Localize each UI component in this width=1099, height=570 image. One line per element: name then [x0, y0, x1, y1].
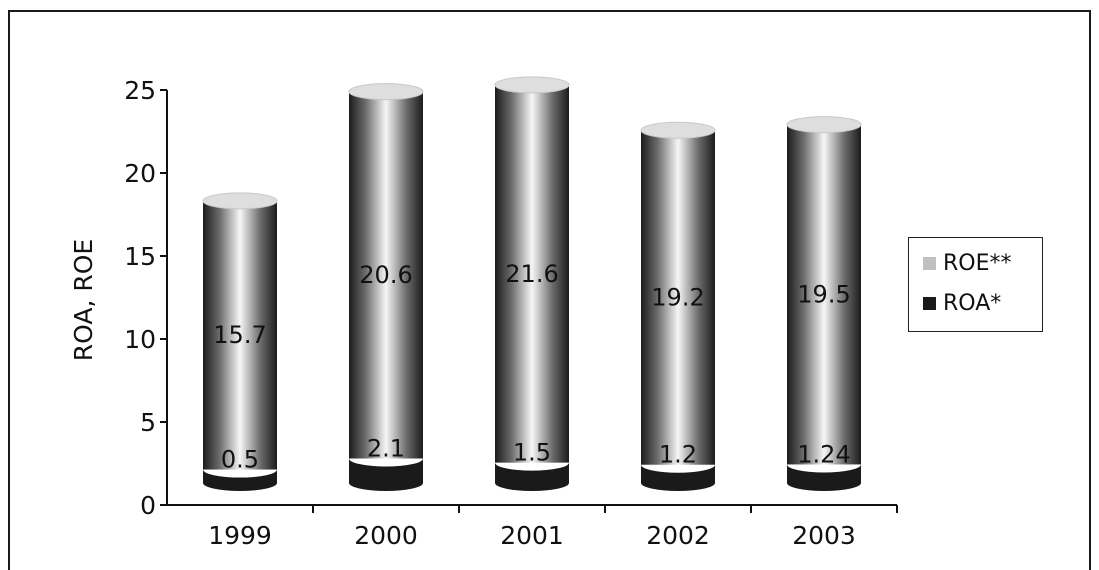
bar-group-2002: 19.2 1.2 2002	[640, 121, 716, 550]
roa-value-label: 2.1	[367, 435, 405, 463]
legend-swatch-roe	[923, 257, 936, 270]
roe-value-label: 19.2	[651, 284, 704, 312]
bar-cap	[640, 121, 716, 139]
bar-group-2003: 19.5 1.24 2003	[786, 116, 862, 550]
bar-roe	[349, 91, 423, 459]
roe-value-label: 21.6	[505, 260, 558, 288]
bar-roa	[203, 469, 277, 491]
x-tick-label: 2001	[500, 521, 564, 550]
bars: 15.7 0.5 1999 20.6 2.1 2000 21.6 1.5 2001 19.2 1.2…	[202, 76, 862, 550]
bar-cap	[348, 83, 424, 101]
bar-cap	[494, 76, 570, 94]
roe-value-label: 20.6	[359, 261, 412, 289]
bar-group-2001: 21.6 1.5 2001	[494, 76, 570, 550]
bar-group-1999: 15.7 0.5 1999	[202, 192, 278, 550]
x-tick-label: 1999	[208, 521, 272, 550]
legend-label-roa: ROA*	[943, 291, 1002, 316]
bar-cap	[202, 192, 278, 210]
y-tick-label: 15	[124, 242, 156, 271]
bar-cap	[786, 116, 862, 134]
roe-value-label: 19.5	[797, 281, 850, 309]
y-tick-label: 0	[140, 491, 156, 520]
legend-item-roa: ROA*	[923, 291, 1001, 316]
roe-value-label: 15.7	[213, 321, 266, 349]
x-tick-label: 2000	[354, 521, 418, 550]
x-tick-label: 2003	[792, 521, 856, 550]
bar-group-2000: 20.6 2.1 2000	[348, 83, 424, 550]
y-axis-title: ROA, ROE	[69, 239, 98, 361]
y-tick-label: 20	[124, 159, 156, 188]
bar-roa	[641, 464, 715, 491]
y-tick-label: 5	[140, 408, 156, 437]
bar-roa	[349, 458, 423, 491]
legend-label-roe: ROE**	[943, 251, 1012, 276]
axes: 0 5 10 15 20 25	[124, 76, 898, 520]
x-tick-label: 2002	[646, 521, 710, 550]
roa-value-label: 0.5	[221, 446, 259, 474]
y-tick-label: 10	[124, 325, 156, 354]
y-tick-label: 25	[124, 76, 156, 105]
bar-roe	[495, 84, 569, 463]
bar-roa	[787, 464, 861, 491]
legend-item-roe: ROE**	[923, 251, 1012, 276]
roa-value-label: 1.5	[513, 439, 551, 467]
chart-svg: 0 5 10 15 20 25 15.7 0.5 1999 20.6 2.1 2000 21.6 1.5…	[69, 76, 898, 550]
legend: ROE** ROA*	[908, 237, 1043, 332]
roa-value-label: 1.2	[659, 441, 697, 469]
roa-value-label: 1.24	[797, 440, 850, 468]
bar-roe	[787, 124, 861, 465]
bar-roe	[203, 200, 277, 470]
chart-frame	[8, 10, 1091, 570]
legend-swatch-roa	[923, 297, 936, 310]
bar-roa	[495, 462, 569, 491]
bar-roe	[641, 130, 715, 465]
